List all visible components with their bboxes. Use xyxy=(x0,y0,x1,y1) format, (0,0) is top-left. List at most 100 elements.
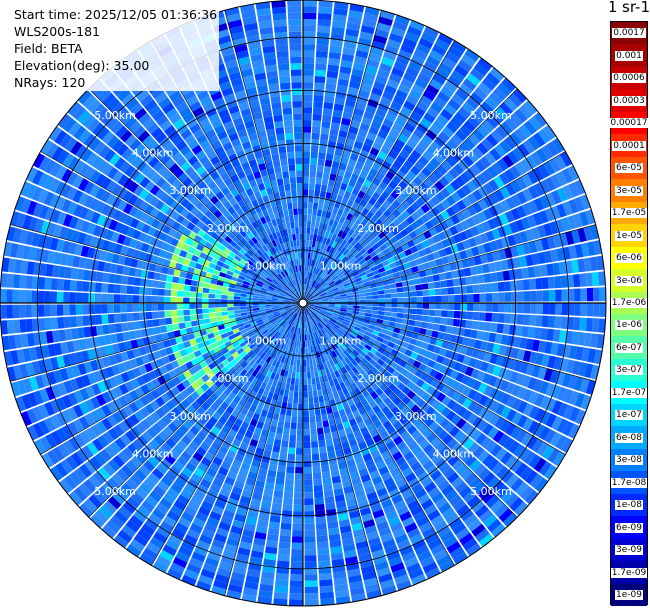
range-gate xyxy=(319,311,326,316)
range-gate xyxy=(327,309,334,313)
range-gate xyxy=(150,343,159,352)
range-gate xyxy=(65,366,75,380)
range-gate xyxy=(151,303,159,311)
range-gate xyxy=(532,132,546,147)
range-gate xyxy=(426,464,439,476)
range-gate xyxy=(179,328,188,336)
range-gate xyxy=(304,265,307,272)
range-gate xyxy=(377,195,386,205)
range-gate xyxy=(79,388,90,401)
range-gate xyxy=(304,523,315,531)
range-gate xyxy=(405,371,415,381)
range-gate xyxy=(373,419,383,429)
range-gate xyxy=(237,262,245,269)
range-gate xyxy=(211,366,220,375)
range-gate xyxy=(258,343,265,350)
range-gate xyxy=(481,220,492,232)
range-gate xyxy=(274,346,281,354)
range-gate xyxy=(318,289,325,294)
range-gate xyxy=(437,429,449,441)
range-gate xyxy=(194,467,206,478)
range-gate xyxy=(117,255,126,265)
range-gate xyxy=(210,402,220,411)
range-gate xyxy=(428,309,436,317)
range-gate xyxy=(200,426,211,436)
range-gate xyxy=(175,193,186,204)
range-gate xyxy=(350,516,362,525)
range-gate xyxy=(339,310,347,315)
range-gate xyxy=(297,304,300,306)
range-gate xyxy=(490,443,503,457)
range-gate xyxy=(518,104,533,119)
range-gate xyxy=(232,438,242,448)
range-gate xyxy=(335,340,342,347)
range-gate xyxy=(577,227,587,243)
range-gate xyxy=(171,283,179,290)
range-gate xyxy=(220,299,228,303)
range-gate xyxy=(306,334,309,341)
range-gate xyxy=(132,312,140,321)
range-gate xyxy=(416,388,426,398)
range-gate xyxy=(96,126,110,141)
range-gate xyxy=(138,464,151,477)
range-gate xyxy=(335,174,344,183)
range-gate xyxy=(113,313,121,323)
range-gate xyxy=(316,285,322,291)
range-gate xyxy=(293,307,299,312)
range-gate xyxy=(318,255,324,263)
range-gate xyxy=(334,181,342,189)
range-gate xyxy=(225,326,233,333)
range-gate xyxy=(12,227,23,243)
range-gate xyxy=(173,231,183,240)
range-gate xyxy=(208,337,217,345)
range-gate xyxy=(170,254,179,263)
range-gate xyxy=(37,189,49,204)
range-gate xyxy=(128,238,138,249)
range-gate xyxy=(339,345,346,352)
range-gate xyxy=(485,303,493,312)
range-gate xyxy=(312,332,317,339)
range-gate xyxy=(424,417,435,428)
range-gate xyxy=(426,146,438,157)
range-gate xyxy=(351,288,359,293)
range-gate xyxy=(268,350,275,358)
range-gate xyxy=(317,314,324,319)
range-gate xyxy=(312,318,317,325)
range-gate xyxy=(385,252,393,260)
range-gate xyxy=(334,363,341,371)
range-gate xyxy=(159,273,167,282)
range-gate xyxy=(228,531,241,541)
range-gate xyxy=(336,423,344,431)
range-gate xyxy=(304,517,315,524)
range-gate xyxy=(256,421,264,430)
range-gate xyxy=(440,280,448,288)
range-gate xyxy=(224,363,233,371)
range-gate xyxy=(320,308,328,312)
range-gate xyxy=(327,232,334,240)
range-gate xyxy=(374,396,383,405)
range-gate xyxy=(321,210,327,218)
range-gate xyxy=(462,386,472,397)
range-gate xyxy=(325,360,332,368)
range-gate xyxy=(50,304,58,317)
range-gate xyxy=(50,291,58,303)
range-gate xyxy=(445,325,453,334)
range-gate xyxy=(207,236,216,245)
range-gate xyxy=(311,280,316,287)
range-gate xyxy=(176,297,184,303)
range-gate xyxy=(114,510,129,524)
range-gate xyxy=(267,431,276,439)
range-gate xyxy=(61,168,73,183)
range-gate xyxy=(56,239,65,252)
range-gate xyxy=(356,43,371,53)
range-gate xyxy=(540,328,548,341)
range-gate xyxy=(425,162,437,173)
range-gate xyxy=(343,105,355,114)
range-gate xyxy=(290,298,298,302)
range-gate xyxy=(511,194,522,207)
range-gate xyxy=(347,16,362,25)
range-gate xyxy=(293,492,303,499)
range-gate xyxy=(293,397,299,404)
range-gate xyxy=(501,77,516,92)
range-gate xyxy=(285,337,290,345)
